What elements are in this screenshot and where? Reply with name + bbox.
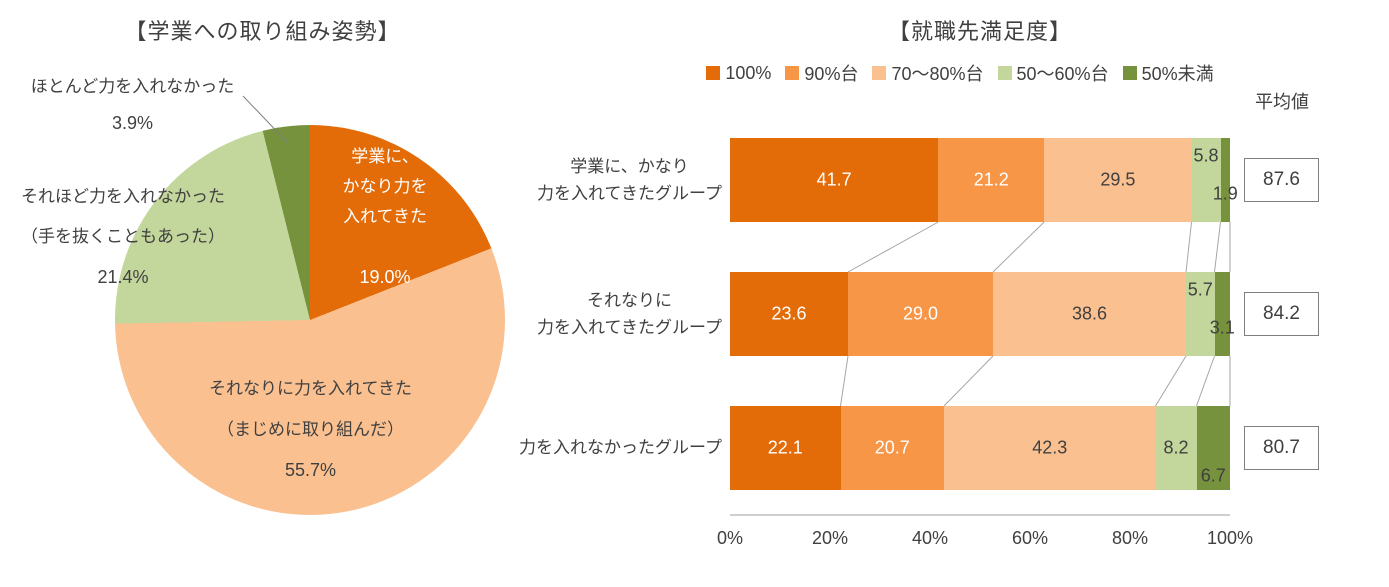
pie-label-line: （手を抜くこともあった）	[21, 227, 225, 246]
bar-segment	[730, 272, 848, 356]
category-label-line: 力を入れなかったグループ	[519, 438, 722, 457]
series-connector-line	[1196, 355, 1215, 407]
bar-value-label: 21.2	[973, 169, 1009, 190]
series-connector-line	[847, 221, 939, 273]
bar-segment	[730, 406, 841, 490]
pie-label-line: （まじめに取り組んだ）	[217, 420, 404, 439]
bar-category-label: 力を入れなかったグループ	[519, 434, 722, 461]
bar-segment	[1186, 272, 1215, 356]
average-value-box: 84.2	[1244, 292, 1319, 336]
series-connector-line	[1185, 221, 1193, 273]
bar-value-label: 20.7	[874, 437, 910, 458]
legend-item: 50%未満	[1122, 60, 1214, 86]
x-axis-tick-label: 20%	[811, 528, 849, 548]
pie-label-line: ほとんど力を入れなかった	[30, 77, 235, 96]
legend-label: 100%	[725, 62, 772, 83]
legend-item: 90%台	[785, 60, 858, 86]
bar-value-label: 29.5	[1100, 169, 1136, 190]
legend-swatch-icon	[706, 66, 721, 80]
bar-value-label: 5.7	[1187, 279, 1213, 300]
bar-chart-legend: 100% 90%台 70～80%台 50～60%台 50%未満	[640, 60, 1280, 86]
bar-value-label: 6.7	[1200, 465, 1226, 486]
pie-label-percent: 21.4%	[97, 267, 149, 287]
bar-value-label: 1.9	[1212, 183, 1238, 204]
category-label-line: 学業に、かなり	[570, 157, 689, 176]
pie-label-percent: 19.0%	[359, 267, 411, 287]
legend-swatch-icon	[1122, 66, 1137, 80]
series-connector-line	[840, 355, 849, 407]
bar-segment	[1220, 138, 1230, 222]
bar-segment	[1191, 138, 1221, 222]
legend-swatch-icon	[997, 66, 1012, 80]
bar-value-label: 3.1	[1209, 317, 1235, 338]
pie-label-hotondo: ほとんど力を入れなかった 3.9%	[25, 69, 240, 141]
bar-category-label: 学業に、かなり 力を入れてきたグループ	[537, 153, 722, 207]
pie-label-line: 学業に、	[351, 147, 419, 166]
pie-label-line: 入れてきた	[343, 207, 427, 226]
pie-label-percent: 3.9%	[111, 113, 154, 133]
bar-segment	[1214, 272, 1230, 356]
pie-label-percent: 55.7%	[284, 460, 337, 480]
pie-label-sorenari: それなりに力を入れてきた （まじめに取り組んだ） 55.7%	[178, 368, 443, 491]
average-value-box: 87.6	[1244, 158, 1319, 202]
legend-swatch-icon	[872, 66, 887, 80]
bar-segment	[938, 138, 1045, 222]
bar-segment	[840, 406, 944, 490]
x-axis-tick-label: 60%	[1011, 528, 1049, 548]
legend-label: 50～60%台	[1016, 64, 1109, 84]
category-label-line: それなりに	[587, 291, 673, 310]
bar-value-label: 22.1	[767, 437, 803, 458]
legend-label: 70～80%台	[891, 64, 984, 84]
x-axis-tick-label: 100%	[1206, 528, 1254, 548]
bar-segment	[944, 406, 1156, 490]
category-label-line: 力を入れてきたグループ	[537, 184, 722, 203]
legend-item: 70～80%台	[872, 60, 984, 86]
pie-chart	[115, 125, 505, 515]
x-axis-tick-label: 0%	[716, 528, 744, 548]
series-connector-line	[943, 355, 994, 407]
bar-value-label: 8.2	[1163, 437, 1189, 458]
pie-label-line: それほど力を入れなかった	[21, 187, 225, 206]
bar-segment	[1196, 406, 1230, 490]
category-label-line: 力を入れてきたグループ	[537, 318, 722, 337]
bar-value-label: 41.7	[816, 169, 852, 190]
legend-label: 50%未満	[1141, 64, 1214, 84]
series-connector-line	[992, 221, 1045, 273]
average-value-box: 80.7	[1244, 426, 1319, 470]
bar-category-label: それなりに 力を入れてきたグループ	[537, 287, 722, 341]
bar-value-label: 29.0	[902, 303, 939, 324]
pie-label-kanari: 学業に、 かなり力を 入れてきた 19.0%	[330, 142, 440, 292]
legend-item: 100%	[706, 63, 771, 84]
x-axis-tick-label: 40%	[911, 528, 949, 548]
bar-segment	[993, 272, 1186, 356]
bar-value-label: 38.6	[1071, 303, 1108, 324]
bar-segment	[848, 272, 993, 356]
bar-value-label: 5.8	[1193, 145, 1219, 166]
bar-value-label: 23.6	[771, 303, 807, 324]
bar-value-label: 42.3	[1032, 437, 1068, 458]
pie-chart-title: 【学業への取り組み姿勢】	[124, 19, 401, 44]
bar-chart-title: 【就職先満足度】	[887, 19, 1072, 44]
legend-swatch-icon	[785, 66, 800, 80]
series-connector-line	[1155, 355, 1187, 407]
bar-segment	[730, 138, 939, 222]
pie-label-line: かなり力を	[342, 177, 428, 196]
legend-item: 50～60%台	[997, 60, 1109, 86]
pie-label-line: それなりに力を入れてきた	[209, 379, 412, 398]
series-connector-line	[1214, 221, 1222, 273]
x-axis-tick-label: 80%	[1111, 528, 1149, 548]
legend-label: 90%台	[804, 64, 859, 84]
pie-label-sorehodo: それほど力を入れなかった （手を抜くこともあった） 21.4%	[8, 177, 238, 297]
average-column-header: 平均値	[1255, 92, 1309, 112]
bar-segment	[1044, 138, 1192, 222]
bar-segment	[1155, 406, 1197, 490]
